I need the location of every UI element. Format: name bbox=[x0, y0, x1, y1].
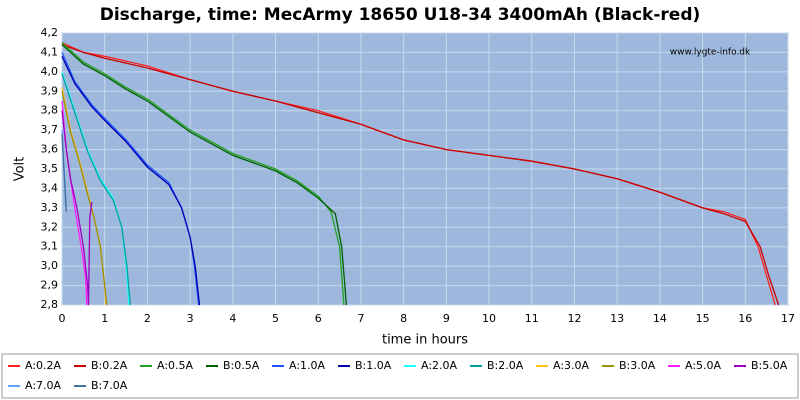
legend-label: B:1.0A bbox=[355, 359, 392, 372]
x-tick-label: 16 bbox=[738, 312, 752, 325]
x-tick-label: 0 bbox=[59, 312, 66, 325]
series-line bbox=[61, 110, 93, 306]
x-tick-label: 14 bbox=[653, 312, 667, 325]
y-tick-label: 3,7 bbox=[41, 123, 59, 136]
x-tick-label: 8 bbox=[400, 312, 407, 325]
legend-label: B:0.5A bbox=[223, 359, 260, 372]
x-tick-label: 11 bbox=[525, 312, 539, 325]
y-axis-label: Volt bbox=[13, 157, 28, 182]
chart-title: Discharge, time: MecArmy 18650 U18-34 34… bbox=[100, 5, 701, 25]
x-tick-label: 3 bbox=[187, 312, 194, 325]
legend-label: A:0.2A bbox=[25, 359, 62, 372]
x-tick-label: 4 bbox=[229, 312, 236, 325]
x-tick-label: 12 bbox=[567, 312, 581, 325]
legend-label: A:5.0A bbox=[685, 359, 722, 372]
x-tick-label: 6 bbox=[315, 312, 322, 325]
legend-label: A:2.0A bbox=[421, 359, 458, 372]
series-line bbox=[61, 44, 348, 306]
x-tick-label: 17 bbox=[781, 312, 795, 325]
x-tick-label: 2 bbox=[144, 312, 151, 325]
legend-label: B:5.0A bbox=[751, 359, 788, 372]
x-tick-label: 7 bbox=[357, 312, 364, 325]
legend-label: A:0.5A bbox=[157, 359, 194, 372]
y-tick-label: 3,1 bbox=[41, 240, 59, 253]
y-tick-label: 3,0 bbox=[41, 259, 59, 272]
legend-label: B:3.0A bbox=[619, 359, 656, 372]
y-tick-label: 4,1 bbox=[41, 45, 59, 58]
y-tick-label: 2,8 bbox=[41, 298, 59, 311]
y-tick-label: 3,6 bbox=[41, 143, 59, 156]
x-tick-label: 1 bbox=[101, 312, 108, 325]
x-tick-label: 9 bbox=[443, 312, 450, 325]
legend-label: B:0.2A bbox=[91, 359, 128, 372]
x-tick-label: 5 bbox=[272, 312, 279, 325]
y-tick-label: 3,4 bbox=[41, 181, 59, 194]
x-tick-label: 10 bbox=[482, 312, 496, 325]
y-tick-label: 3,8 bbox=[41, 104, 59, 117]
y-tick-label: 3,5 bbox=[41, 162, 59, 175]
legend-label: B:2.0A bbox=[487, 359, 524, 372]
series-line bbox=[61, 133, 67, 212]
series-line bbox=[61, 73, 131, 306]
y-tick-label: 4,0 bbox=[41, 65, 59, 78]
y-tick-label: 3,2 bbox=[41, 220, 59, 233]
y-tick-label: 2,9 bbox=[41, 279, 59, 292]
series-line bbox=[61, 44, 780, 306]
x-tick-label: 15 bbox=[696, 312, 710, 325]
series-line bbox=[61, 42, 345, 306]
legend-label: A:1.0A bbox=[289, 359, 326, 372]
y-tick-label: 3,3 bbox=[41, 201, 59, 214]
series-line bbox=[61, 56, 201, 306]
legend-label: A:3.0A bbox=[553, 359, 590, 372]
y-tick-label: 3,9 bbox=[41, 84, 59, 97]
legend-box bbox=[1, 353, 799, 399]
x-tick-label: 13 bbox=[610, 312, 624, 325]
legend-label: B:7.0A bbox=[91, 379, 128, 392]
y-tick-label: 4,2 bbox=[41, 26, 59, 39]
watermark: www.lygte-info.dk bbox=[670, 48, 751, 58]
legend-label: A:7.0A bbox=[25, 379, 62, 392]
x-axis-label: time in hours bbox=[382, 333, 468, 348]
